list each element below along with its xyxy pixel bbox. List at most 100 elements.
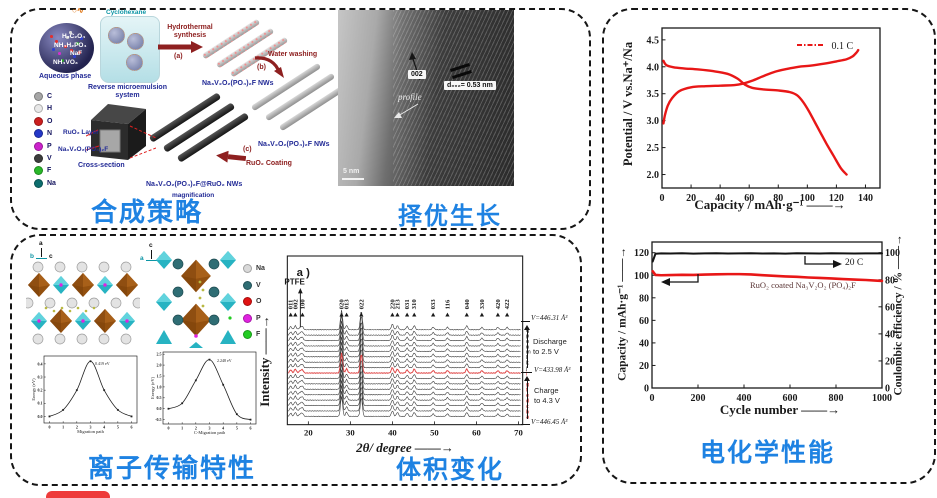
caption-synthesis: 合成策略 bbox=[91, 197, 204, 227]
svg-text:2.5: 2.5 bbox=[647, 143, 660, 154]
svg-text:0.2: 0.2 bbox=[38, 388, 43, 393]
atom-color-dot bbox=[34, 104, 43, 114]
step-b-label: Water washing bbox=[268, 51, 318, 58]
nw3-label: Na₃V₂O₂(PO₄)₂F@RuO₂ NWs bbox=[146, 181, 243, 188]
structure-legend-item: O bbox=[243, 297, 265, 306]
svg-text:PTFE: PTFE bbox=[284, 278, 305, 287]
atom-legend-item: Na bbox=[34, 178, 56, 188]
svg-text:1.0: 1.0 bbox=[157, 384, 162, 389]
svg-text:4: 4 bbox=[103, 425, 105, 430]
atom-symbol: F bbox=[256, 331, 261, 338]
legend-rate-label: 0.1 C bbox=[831, 41, 854, 52]
nw1-label: Na₃V₂O₂(PO₄)₂F NWs bbox=[202, 80, 274, 87]
structure-legend-item: F bbox=[243, 330, 265, 339]
svg-text:c: c bbox=[526, 404, 529, 410]
legend-rate: 0.1 C bbox=[797, 36, 853, 54]
material-label: RuO₂ coated Na₃V₂O₂ (PO₄)₂F bbox=[750, 280, 856, 290]
atom-symbol: V bbox=[47, 154, 52, 162]
surfactant-icon: ○∿ bbox=[72, 6, 84, 15]
svg-text:20: 20 bbox=[686, 193, 696, 204]
structure-legend-item: Na bbox=[243, 264, 265, 273]
crystal-structure-top bbox=[156, 251, 236, 348]
step-c-arrow bbox=[216, 150, 247, 163]
atom-color-dot bbox=[34, 141, 43, 151]
svg-text:2: 2 bbox=[195, 426, 197, 431]
svg-text:0.419 eV: 0.419 eV bbox=[95, 361, 110, 366]
svg-text:60: 60 bbox=[472, 427, 481, 437]
svg-text:Energy (eV): Energy (eV) bbox=[31, 378, 36, 401]
atom-symbol: C bbox=[47, 93, 53, 100]
svg-text:0: 0 bbox=[885, 384, 890, 395]
svg-text:Energy (eV): Energy (eV) bbox=[150, 376, 155, 399]
tem-scalebar bbox=[342, 178, 364, 180]
tem-plane-label: 002 bbox=[408, 70, 426, 79]
xrd-discharge-l1: Discharge bbox=[533, 337, 567, 346]
svg-text:011: 011 bbox=[288, 300, 295, 310]
svg-text:2.0: 2.0 bbox=[157, 362, 162, 367]
panel-electro-box bbox=[602, 8, 936, 484]
step-a-arrow bbox=[158, 41, 203, 53]
rate-label: 20 C bbox=[845, 258, 864, 268]
svg-text:0: 0 bbox=[167, 426, 169, 431]
structure-legend-item: P bbox=[243, 313, 265, 323]
panel-structure-box bbox=[10, 234, 582, 486]
svg-text:0.4: 0.4 bbox=[38, 361, 43, 366]
svg-text:020: 020 bbox=[339, 299, 346, 310]
svg-text:q: q bbox=[526, 328, 529, 334]
tem-profile-arrow bbox=[394, 103, 419, 118]
atom-symbol: H bbox=[47, 105, 53, 113]
migration-energy-chart-ab: 0 1 2 3 4 5 6 0.0 0.1 0.2 0.3 0.4 Migration path Ener… bbox=[31, 355, 138, 434]
svg-text:213: 213 bbox=[394, 299, 401, 310]
voltage-xlabel: Capacity / mAh·g⁻¹ ——→ bbox=[694, 197, 846, 212]
svg-text:400: 400 bbox=[737, 393, 752, 404]
svg-text:0.0: 0.0 bbox=[157, 406, 162, 411]
axis-v: a bbox=[39, 240, 43, 247]
svg-text:2.0: 2.0 bbox=[647, 170, 660, 181]
atom-color-dot bbox=[34, 178, 43, 188]
svg-text:800: 800 bbox=[829, 393, 844, 404]
svg-text:600: 600 bbox=[783, 393, 798, 404]
svg-text:0.1: 0.1 bbox=[38, 401, 43, 406]
axis-marker-left: a b c bbox=[30, 240, 60, 264]
xrd-charge-l2: to 4.3 V bbox=[534, 396, 560, 405]
svg-text:20: 20 bbox=[639, 361, 649, 372]
svg-text:3: 3 bbox=[209, 426, 211, 431]
svg-text:5: 5 bbox=[117, 425, 119, 430]
svg-text:60: 60 bbox=[639, 316, 649, 327]
atom-legend-item: F bbox=[34, 166, 56, 176]
svg-text:40: 40 bbox=[639, 338, 649, 349]
step-c-tag: (c) bbox=[243, 146, 252, 153]
svg-text:d: d bbox=[526, 398, 529, 404]
atom-legend-item: V bbox=[34, 153, 56, 163]
structure-legend: Na V O P F bbox=[243, 264, 265, 347]
voltage-profile-chart: 0 20 40 60 80 100 120 140 2.0 2.5 3.0 3.5 4.0 4.5 bbox=[647, 27, 881, 204]
xrd-ylabel: Intensity ——→ bbox=[257, 315, 272, 407]
svg-text:2.248 eV: 2.248 eV bbox=[217, 358, 232, 363]
micelle-3 bbox=[126, 54, 143, 71]
svg-text:1.5: 1.5 bbox=[157, 373, 162, 378]
svg-text:0: 0 bbox=[660, 193, 665, 204]
svg-text:20: 20 bbox=[304, 427, 313, 437]
species-label-2: NH₄H₂PO₄ bbox=[54, 42, 87, 49]
nw2-label: Na₃V₂O₂(PO₄)₂F NWs bbox=[258, 141, 330, 148]
atom-symbol: Na bbox=[47, 179, 56, 187]
svg-text:60: 60 bbox=[744, 193, 754, 204]
atom-color-dot bbox=[34, 92, 43, 101]
step-a-label: Hydrothermal synthesis bbox=[167, 24, 213, 39]
atom-legend-item: H bbox=[34, 104, 56, 114]
svg-text:Migration path: Migration path bbox=[77, 429, 105, 434]
svg-text:m: m bbox=[526, 350, 531, 356]
atom-legend-item: P bbox=[34, 141, 56, 151]
step-a-tag: (a) bbox=[174, 53, 183, 60]
svg-text:40: 40 bbox=[885, 329, 895, 340]
xrd-xlabel: 2θ/ degree ——→ bbox=[356, 440, 454, 455]
svg-text:310: 310 bbox=[411, 299, 418, 310]
svg-text:120: 120 bbox=[829, 193, 844, 204]
svg-text:120: 120 bbox=[634, 248, 649, 259]
species-label-1: H₂C₂O₄ bbox=[62, 33, 86, 40]
micelle-1 bbox=[108, 27, 125, 44]
cycling-ylabel-left: Capacity / mAh·g⁻¹ ——→ bbox=[616, 247, 629, 381]
red-badge bbox=[46, 491, 110, 498]
atom-legend: C H O N P V bbox=[34, 92, 56, 191]
